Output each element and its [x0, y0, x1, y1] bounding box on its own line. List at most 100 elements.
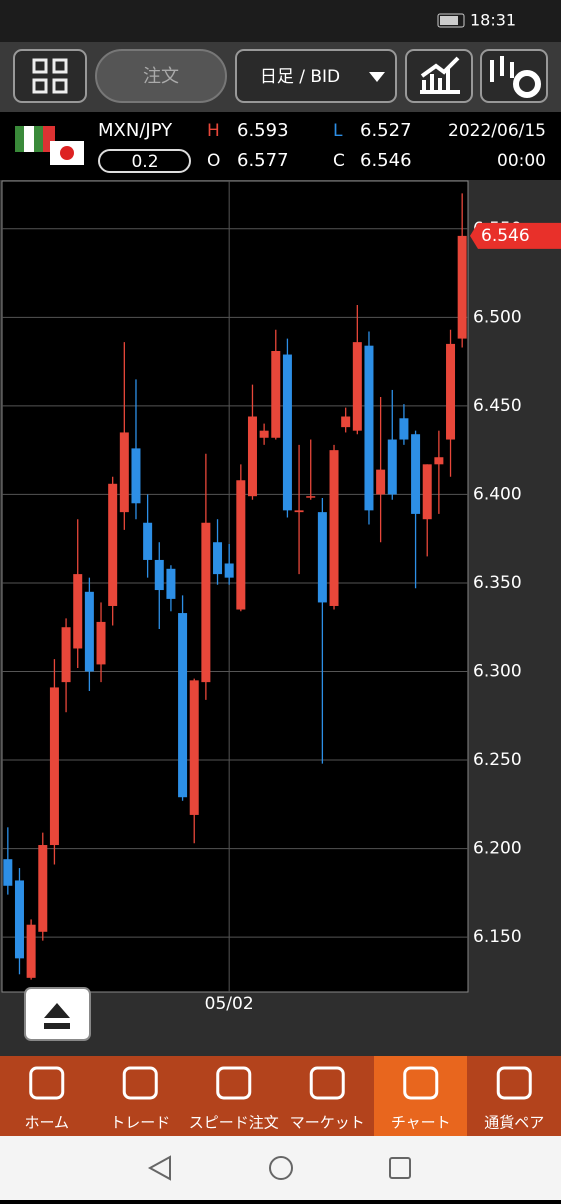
order-button-label: 注文	[143, 66, 179, 87]
candle-body	[38, 845, 48, 932]
nav-label[interactable]: チャート	[391, 1114, 451, 1132]
candle-body	[119, 432, 129, 513]
spread: 0.2	[131, 152, 158, 172]
bottom-nav	[0, 1056, 561, 1136]
candle-body	[446, 343, 456, 440]
y-tick-label: 6.500	[473, 307, 522, 327]
back-button[interactable]	[147, 1155, 171, 1181]
candle-body	[411, 434, 421, 514]
candle-body	[49, 687, 59, 846]
y-tick-label: 6.350	[473, 573, 522, 593]
candle-body	[178, 613, 188, 798]
order-button[interactable]	[95, 49, 227, 103]
indicator-icon	[420, 56, 460, 94]
candle-body	[236, 480, 246, 610]
candle-body	[259, 430, 269, 438]
dropdown-arrow	[369, 72, 385, 82]
nav-icon	[122, 1066, 158, 1100]
candle-body	[434, 457, 444, 465]
high-label: H	[207, 121, 220, 141]
pair-name: MXN/JPY	[98, 120, 173, 141]
candle-body	[73, 574, 83, 649]
nav-icon	[496, 1066, 532, 1100]
plot	[2, 181, 468, 992]
nav-label[interactable]: 通貨ペア	[484, 1114, 544, 1132]
y-tick-label: 6.400	[473, 484, 522, 504]
candle-body	[387, 439, 397, 495]
nav-icon	[216, 1066, 252, 1100]
indicator-button[interactable]	[405, 49, 473, 103]
nav-label[interactable]: スピード注文	[189, 1114, 279, 1132]
open-value: 6.577	[237, 150, 289, 171]
candle-body	[166, 568, 176, 599]
flag-mx-center	[24, 126, 34, 152]
battery-level	[440, 16, 458, 25]
candle-body	[306, 496, 316, 498]
candle-body	[108, 483, 118, 606]
candle-body	[271, 350, 281, 438]
y-tick-label: 6.250	[473, 750, 522, 770]
low-label: L	[333, 121, 343, 141]
settings-gear-icon	[513, 70, 541, 98]
candle-body	[61, 627, 71, 683]
candle-body	[457, 235, 467, 339]
collapse-icon	[44, 1003, 70, 1029]
candle-body	[294, 510, 304, 513]
recents-button[interactable]	[389, 1157, 411, 1179]
home-button[interactable]	[269, 1156, 293, 1180]
period-select-label: 日足 / BID	[260, 67, 340, 87]
candle-body	[364, 345, 374, 511]
status-time: 18:31	[470, 11, 516, 30]
nav-icon	[403, 1066, 439, 1100]
battery-icon	[437, 13, 465, 28]
candle-body	[154, 559, 164, 591]
y-tick-label: 6.300	[473, 661, 522, 681]
price-marker	[470, 222, 561, 249]
candle-body	[201, 522, 211, 683]
menu-button[interactable]	[13, 49, 87, 103]
candle-body	[282, 354, 292, 511]
x-tick-label: 05/02	[205, 994, 254, 1014]
open-label: O	[207, 151, 220, 171]
candle-body	[131, 448, 141, 504]
system-nav	[0, 1136, 561, 1200]
candle-body	[84, 591, 94, 672]
candle-body	[247, 416, 257, 497]
close-value: 6.546	[360, 150, 412, 171]
low-value: 6.527	[360, 120, 412, 141]
price-marker-label: 6.546	[481, 226, 530, 246]
close-label: C	[333, 151, 345, 171]
candle-body	[143, 522, 153, 560]
spread-box	[98, 149, 191, 173]
nav-icon	[309, 1066, 345, 1100]
candle-body	[96, 621, 106, 665]
plot-area	[1, 180, 469, 993]
candle-body	[26, 924, 36, 978]
quote-date: 2022/06/15	[448, 121, 546, 141]
candle-body	[341, 416, 351, 428]
candle-body	[329, 450, 339, 606]
nav-label[interactable]: トレード	[110, 1114, 170, 1132]
grid-icon	[32, 58, 68, 94]
settings-candles-icon	[490, 56, 514, 82]
candle-body	[376, 469, 386, 495]
nav-items: ホーム トレード スピード注文 マーケット チャート 通貨ペア	[24, 1066, 544, 1132]
flag-jp-sun	[60, 146, 74, 160]
y-tick-label: 6.450	[473, 396, 522, 416]
candle-body	[224, 563, 234, 578]
candle-body	[399, 418, 409, 440]
period-select[interactable]	[235, 49, 397, 103]
candle-body	[422, 464, 432, 520]
y-tick-label: 6.200	[473, 839, 522, 859]
nav-label[interactable]: マーケット	[290, 1114, 365, 1132]
candle-body	[3, 859, 13, 886]
candle-body	[213, 542, 223, 575]
quote-time: 00:00	[497, 151, 546, 171]
candle-body	[317, 512, 327, 603]
nav-label[interactable]: ホーム	[24, 1114, 69, 1132]
status-bar	[0, 0, 561, 42]
candle-body	[352, 342, 362, 431]
nav-icon	[29, 1066, 65, 1100]
y-tick-label: 6.150	[473, 927, 522, 947]
